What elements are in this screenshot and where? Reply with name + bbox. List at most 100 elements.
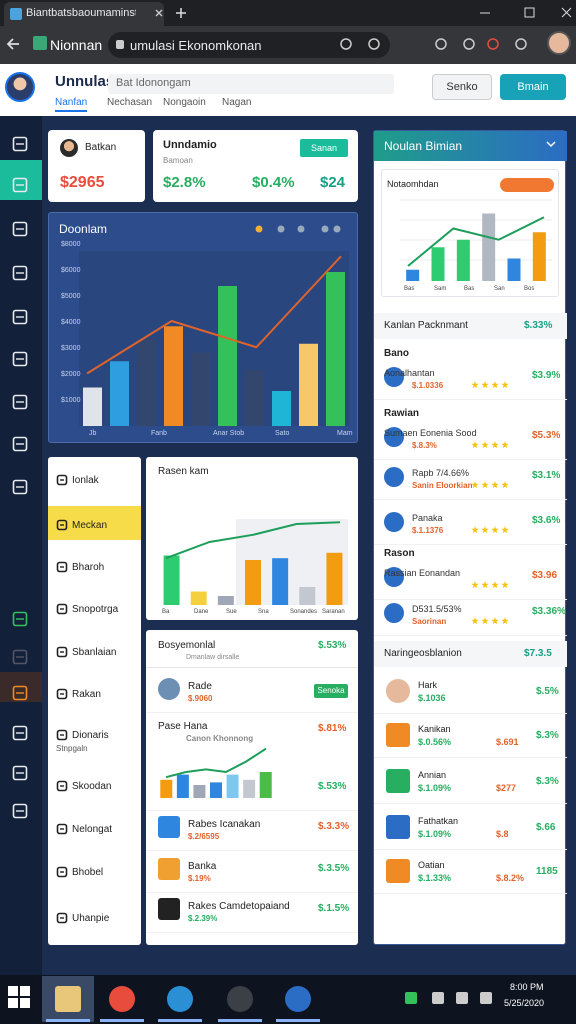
nav-item[interactable]: Snopotrga [72,604,119,615]
maximize [524,7,535,18]
item-title[interactable]: Rassian Eonandan [384,568,461,578]
item-title[interactable]: Annian [418,770,447,780]
icon[interactable] [12,611,28,627]
star [501,526,509,534]
x-axis-label: Sna [258,609,269,615]
icon[interactable] [12,765,28,781]
toolbar-icon [463,38,475,50]
nav-item[interactable]: Ionlak [72,475,99,486]
taskbar-app[interactable] [272,976,324,1022]
chart-title: Notaomhdan [387,179,439,189]
item-title[interactable]: Rabes Icanakan [188,819,261,830]
button[interactable]: Senko [432,74,492,100]
item-title[interactable]: Banka [188,861,217,872]
header-tab[interactable]: Nagan [222,97,252,108]
icon[interactable] [12,685,28,701]
divider [374,713,567,714]
icon[interactable] [12,803,28,819]
nav-item[interactable]: Dionaris [72,730,109,741]
item-icon [386,859,410,883]
icon[interactable] [12,265,28,281]
item-value: $.3.3% [318,821,350,832]
tab[interactable]: Biantbatsbaoumaminsta [4,2,164,26]
nav-item[interactable]: Skoodan [72,781,112,792]
icon[interactable] [12,479,28,495]
app-icon [285,986,311,1012]
app-indicator [158,1019,202,1022]
nav-item[interactable]: Rakan [72,689,101,700]
x-axis-label: Ba [162,609,170,615]
nav-item[interactable]: Nelongat [72,824,113,835]
item-title[interactable]: Fathatkan [418,816,459,826]
item-title[interactable]: Pase Hana [158,721,208,732]
item-title[interactable]: Panaka [412,513,443,523]
star [481,441,489,449]
chart-panel: Doonlam $8000 $6000 $5000 $4000 $3000 $2000 $10… [48,212,358,443]
item-title[interactable]: Rakes Camdetopaiand [188,901,290,912]
icon[interactable] [12,136,28,152]
bar [272,391,291,426]
icon[interactable] [12,394,28,410]
icon[interactable] [12,351,28,367]
item-title[interactable]: Hark [418,680,438,690]
icon[interactable] [12,309,28,325]
bar [326,552,343,605]
nav-item[interactable]: Bhobel [72,867,104,878]
item-title[interactable]: D531.5/53% [412,604,462,614]
item-heading: Rawian [384,408,420,419]
card-label: Unndamio [163,139,217,151]
star [501,481,509,489]
taskbar-app[interactable] [96,976,148,1022]
nav-item[interactable]: Uhanpie [72,913,110,924]
header-tab[interactable]: Nongaoin [163,97,206,108]
button[interactable]: Bmain [500,74,566,100]
item-title[interactable]: Kanikan [418,724,451,734]
search-text: Bat Idonongam [116,77,191,89]
url-text: umulasi Ekonomkonan [130,38,262,53]
item-title[interactable]: Rade [188,681,212,692]
star [501,381,509,389]
toolbar-icon [340,38,352,50]
icon[interactable] [12,649,28,665]
app-icon [55,986,81,1012]
taskbar-app[interactable] [42,976,94,1022]
url-field[interactable]: umulasi Ekonomkonan [108,32,390,58]
header-tab[interactable]: Nanfan [55,98,88,112]
bar [176,774,189,798]
icon-shape [12,221,28,237]
x-axis-label: Saranan [322,609,345,615]
divider [374,849,567,850]
item-heading: Rason [384,548,415,559]
icon [56,912,68,924]
nav-item[interactable]: Meckan [72,520,108,531]
icon-shape [12,136,28,152]
nav-item[interactable]: Sbanlaian [72,647,117,658]
nav-item[interactable]: Bharoh [72,562,105,573]
bar [217,596,234,605]
icon[interactable] [12,221,28,237]
taskbar-app[interactable] [214,976,266,1022]
rating [471,481,509,489]
item-button[interactable]: Senoka [314,684,348,698]
app-icon [109,986,135,1012]
icon-shape [56,912,68,924]
bar [110,361,129,426]
x-axis-label: Anar Stob [213,430,244,437]
item-title[interactable]: Oatian [418,860,445,870]
x-axis-label: Bos [524,286,534,292]
icon-shape [368,38,380,50]
x-axis-label: Bas [404,286,414,292]
icon-shape [463,38,475,50]
item-title[interactable]: Aonalhantan [384,368,435,378]
header-tab[interactable]: Nechasan [107,97,153,108]
icon[interactable] [12,725,28,741]
taskbar-app[interactable] [154,976,206,1022]
item-title[interactable]: Sumaen Eonenia Sood [384,428,477,438]
icon[interactable] [12,177,28,193]
item-title[interactable]: Rapb 7/4.66% [412,468,470,478]
icon-shape [487,38,499,50]
item-sub: $.2/6595 [188,832,220,841]
icon[interactable] [12,436,28,452]
card-button[interactable]: Sanan [300,139,348,157]
item-mid: $.691 [496,737,519,747]
